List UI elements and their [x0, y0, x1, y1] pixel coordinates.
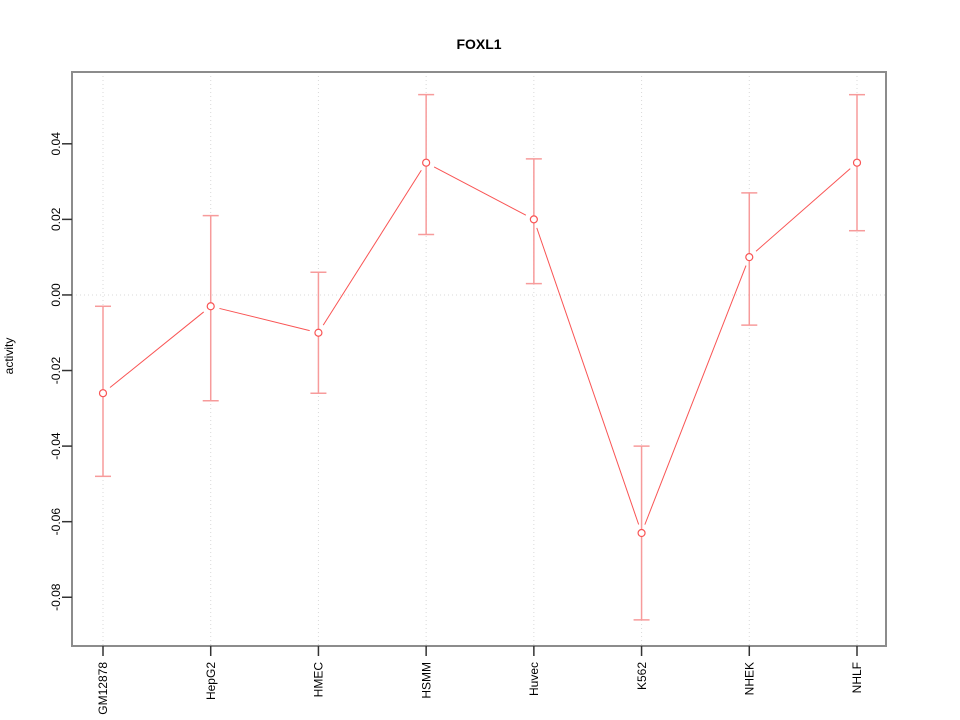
- series-segment: [322, 170, 422, 326]
- y-tick-label: 0.04: [49, 132, 63, 156]
- x-tick-label: GM12878: [96, 662, 110, 715]
- data-point: [206, 302, 215, 311]
- data-point: [422, 158, 431, 167]
- y-tick-label: -0.02: [49, 357, 63, 385]
- y-tick-label: -0.04: [49, 432, 63, 460]
- x-tick-label: HepG2: [204, 662, 218, 700]
- series-segment: [536, 227, 640, 525]
- x-tick-label: Huvec: [527, 662, 541, 696]
- data-point: [98, 389, 108, 398]
- y-tick-label: -0.06: [49, 508, 63, 536]
- data-point: [637, 528, 646, 538]
- data-point: [529, 215, 538, 224]
- data-point: [314, 328, 323, 337]
- y-axis-label: activity: [2, 337, 16, 375]
- y-tick-label: -0.08: [49, 583, 63, 611]
- series-segment: [219, 307, 310, 332]
- chart-title: FOXL1: [456, 36, 502, 52]
- series-segment: [109, 311, 205, 388]
- x-tick-label: HMEC: [312, 662, 326, 698]
- plot-box: [71, 71, 887, 647]
- y-tick-label: 0.00: [49, 283, 63, 307]
- x-tick-label: K562: [635, 662, 649, 690]
- x-tick-label: HSMM: [419, 662, 433, 699]
- series-segment: [755, 168, 851, 252]
- data-point: [745, 253, 754, 262]
- y-tick-label: 0.02: [49, 207, 63, 231]
- data-point: [852, 158, 862, 167]
- series-segment: [644, 265, 747, 525]
- x-tick-label: NHLF: [850, 662, 864, 693]
- x-tick-label: NHEK: [742, 662, 756, 695]
- series-segment: [433, 166, 527, 216]
